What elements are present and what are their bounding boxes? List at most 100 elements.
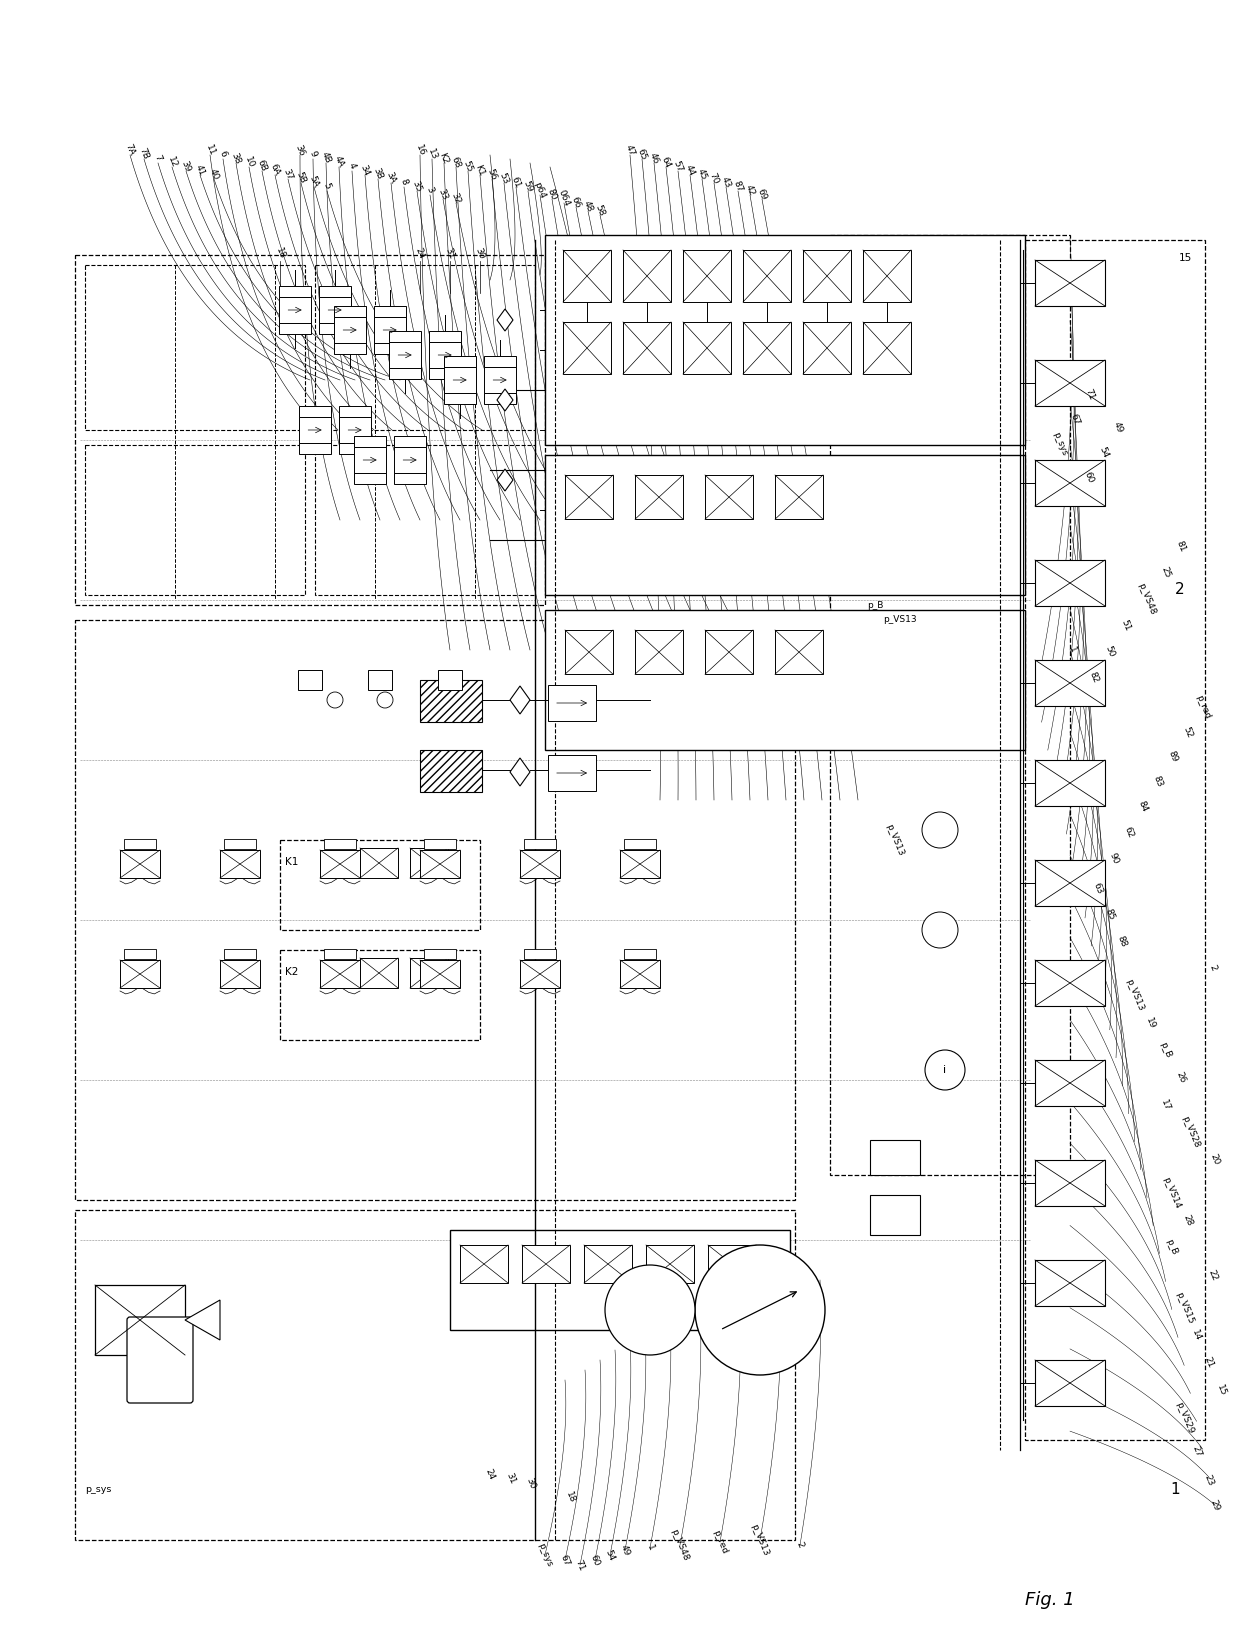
Circle shape bbox=[694, 1245, 825, 1375]
Bar bbox=[646, 1245, 694, 1283]
Text: i: i bbox=[944, 1064, 946, 1074]
Bar bbox=[299, 406, 331, 416]
Bar bbox=[525, 949, 556, 959]
Text: 60: 60 bbox=[589, 1553, 601, 1568]
Text: 58: 58 bbox=[594, 202, 606, 217]
Bar bbox=[563, 250, 611, 303]
Bar bbox=[683, 322, 732, 373]
Bar bbox=[420, 750, 482, 791]
Bar bbox=[279, 324, 311, 334]
Text: 34: 34 bbox=[358, 163, 371, 178]
Text: p_VS48: p_VS48 bbox=[670, 1528, 691, 1563]
Bar bbox=[546, 610, 1025, 750]
Bar bbox=[484, 367, 516, 393]
Bar bbox=[424, 949, 456, 959]
Bar bbox=[804, 250, 851, 303]
Bar bbox=[319, 324, 351, 334]
Bar bbox=[429, 331, 461, 342]
Circle shape bbox=[925, 1050, 965, 1091]
Bar bbox=[1035, 860, 1105, 906]
Text: 64: 64 bbox=[660, 155, 672, 169]
Text: 49: 49 bbox=[1112, 421, 1125, 434]
Text: 13: 13 bbox=[425, 146, 438, 161]
Text: p_VS13: p_VS13 bbox=[884, 822, 905, 857]
Text: p_sys: p_sys bbox=[536, 1541, 554, 1568]
Text: 54: 54 bbox=[604, 1548, 616, 1563]
Bar bbox=[394, 436, 427, 446]
Bar bbox=[1035, 559, 1105, 605]
Text: 31: 31 bbox=[444, 247, 456, 260]
Bar bbox=[86, 446, 305, 595]
Text: 4: 4 bbox=[347, 161, 357, 171]
Text: 6: 6 bbox=[218, 150, 228, 158]
Text: 65: 65 bbox=[636, 146, 649, 161]
Text: p_VS28: p_VS28 bbox=[1180, 1115, 1200, 1148]
Bar bbox=[334, 306, 366, 316]
Bar bbox=[706, 630, 753, 674]
Text: 22: 22 bbox=[1207, 1268, 1219, 1281]
Text: 5: 5 bbox=[321, 181, 332, 191]
FancyBboxPatch shape bbox=[126, 1318, 193, 1403]
Bar bbox=[620, 850, 660, 878]
Text: 9: 9 bbox=[308, 150, 319, 158]
Bar bbox=[525, 839, 556, 849]
Bar bbox=[394, 446, 427, 474]
Text: K1: K1 bbox=[474, 163, 486, 178]
Text: 71: 71 bbox=[574, 1558, 587, 1573]
Bar bbox=[319, 296, 351, 324]
Bar bbox=[74, 620, 795, 1199]
Circle shape bbox=[923, 911, 959, 948]
Bar bbox=[315, 265, 534, 429]
Text: 32: 32 bbox=[450, 191, 463, 206]
Bar bbox=[224, 949, 255, 959]
Bar bbox=[353, 474, 386, 484]
Bar bbox=[444, 367, 476, 393]
Bar bbox=[320, 850, 360, 878]
Bar bbox=[565, 630, 613, 674]
Bar bbox=[520, 850, 560, 878]
Text: K2: K2 bbox=[438, 151, 450, 164]
Bar bbox=[429, 368, 461, 378]
Text: 37: 37 bbox=[281, 168, 294, 181]
Bar bbox=[334, 344, 366, 354]
Text: 89: 89 bbox=[1167, 750, 1179, 763]
Text: 84: 84 bbox=[1137, 799, 1149, 813]
Bar bbox=[410, 849, 448, 878]
Text: 26: 26 bbox=[1174, 1071, 1187, 1084]
Bar bbox=[420, 679, 482, 722]
Text: 67: 67 bbox=[1069, 413, 1081, 426]
Text: 47: 47 bbox=[624, 143, 636, 156]
Text: 7B: 7B bbox=[138, 146, 150, 161]
Text: 41: 41 bbox=[193, 163, 206, 178]
Text: 7A: 7A bbox=[124, 143, 136, 158]
Bar bbox=[224, 839, 255, 849]
Bar bbox=[429, 342, 461, 368]
Bar bbox=[334, 316, 366, 344]
Text: 90: 90 bbox=[1107, 852, 1120, 865]
Text: K1: K1 bbox=[285, 857, 299, 867]
Text: p_VS13: p_VS13 bbox=[883, 615, 916, 625]
Bar bbox=[299, 444, 331, 454]
Text: p_B: p_B bbox=[867, 600, 883, 610]
Bar bbox=[279, 296, 311, 324]
Bar bbox=[74, 255, 546, 605]
Text: 50: 50 bbox=[1104, 645, 1116, 658]
Text: 3B: 3B bbox=[372, 166, 384, 181]
Text: 30: 30 bbox=[474, 247, 486, 260]
Polygon shape bbox=[497, 309, 513, 331]
Bar bbox=[444, 393, 476, 405]
Bar bbox=[394, 474, 427, 484]
Bar bbox=[389, 368, 422, 378]
Text: p_VS13: p_VS13 bbox=[749, 1523, 770, 1558]
Bar bbox=[298, 670, 322, 689]
Text: p_VS14: p_VS14 bbox=[1162, 1176, 1182, 1209]
Text: 69: 69 bbox=[755, 188, 769, 201]
Text: 81: 81 bbox=[1174, 540, 1187, 553]
Text: 54: 54 bbox=[1097, 446, 1110, 459]
Text: 83: 83 bbox=[1152, 775, 1164, 788]
Bar bbox=[280, 951, 480, 1040]
Bar bbox=[424, 839, 456, 849]
Bar bbox=[374, 344, 405, 354]
Bar bbox=[420, 850, 460, 878]
Text: 2: 2 bbox=[795, 1541, 805, 1550]
